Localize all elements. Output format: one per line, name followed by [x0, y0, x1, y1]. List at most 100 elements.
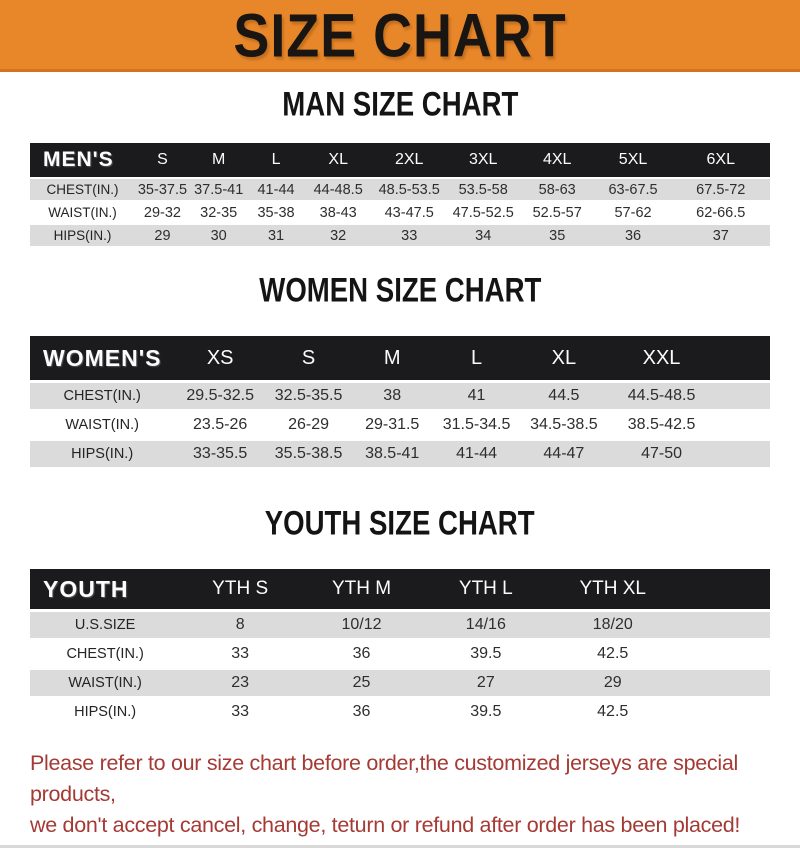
- size-value: 37.5-41: [189, 179, 248, 200]
- size-value: 33: [371, 225, 447, 246]
- men-section-heading: MAN SIZE CHART: [0, 85, 800, 128]
- size-value: 29: [548, 670, 677, 696]
- size-value: 44.5: [519, 383, 608, 409]
- size-column-header: 3XL: [446, 143, 520, 177]
- size-value: 42.5: [548, 699, 677, 725]
- size-value: 26-29: [266, 412, 352, 438]
- section-women: WOMEN SIZE CHART WOMEN'S XS S M L XL XXL CHEST(…: [0, 271, 800, 470]
- size-column-header: S: [135, 143, 190, 177]
- size-header-row: MEN'S S M L XL 2XL 3XL 4XL 5XL 6XL: [30, 143, 770, 177]
- row-spacer-cell: [676, 670, 770, 696]
- size-value: 41-44: [433, 441, 520, 467]
- measurement-row: WAIST(IN.) 29-32 32-35 35-38 38-43 43-47.5 47.…: [30, 202, 770, 223]
- size-value: 25: [300, 670, 423, 696]
- measurement-row: CHEST(IN.) 29.5-32.5 32.5-35.5 38 41 44.5 44.5…: [30, 383, 770, 409]
- size-value: 53.5-58: [446, 179, 520, 200]
- size-value: 33: [180, 699, 301, 725]
- size-column-header: L: [433, 336, 520, 380]
- size-value: 27: [422, 670, 549, 696]
- table-corner-label: WOMEN'S: [30, 336, 175, 380]
- men-heading-text: MAN SIZE CHART: [281, 85, 519, 124]
- size-value: 39.5: [422, 699, 549, 725]
- size-value: 29: [135, 225, 190, 246]
- size-column-header: XL: [304, 143, 372, 177]
- banner-title: SIZE CHART: [233, 0, 567, 70]
- size-chart-banner: SIZE CHART: [0, 0, 800, 72]
- size-column-header: M: [351, 336, 434, 380]
- size-value: 57-62: [594, 202, 672, 223]
- size-value: 38-43: [304, 202, 372, 223]
- measurement-row: HIPS(IN.) 33 36 39.5 42.5: [30, 699, 770, 725]
- row-spacer-cell: [676, 641, 770, 667]
- measure-label: CHEST(IN.): [30, 179, 136, 200]
- measurement-row: HIPS(IN.) 29 30 31 32 33 34 35 36 37: [30, 225, 770, 246]
- size-column-header: 2XL: [371, 143, 447, 177]
- table-youth: YOUTH YTH S YTH M YTH L YTH XL U.S.SIZE 8 10/12…: [30, 566, 770, 728]
- row-spacer-cell: [676, 612, 770, 638]
- size-value: 14/16: [422, 612, 549, 638]
- size-value: 23.5-26: [174, 412, 267, 438]
- women-heading-text: WOMEN SIZE CHART: [258, 271, 542, 310]
- size-value: 34.5-38.5: [519, 412, 608, 438]
- size-value: 8: [180, 612, 301, 638]
- row-spacer-cell: [676, 699, 770, 725]
- size-value: 18/20: [548, 612, 677, 638]
- row-spacer-cell: [715, 383, 770, 409]
- women-section-heading: WOMEN SIZE CHART: [0, 271, 800, 314]
- size-value: 31: [247, 225, 305, 246]
- youth-section-heading: YOUTH SIZE CHART: [0, 504, 800, 547]
- table-corner-label: YOUTH: [30, 569, 181, 609]
- size-value: 32: [304, 225, 372, 246]
- size-column-header: 6XL: [671, 143, 770, 177]
- measure-label: WAIST(IN.): [30, 670, 181, 696]
- size-column-header: 4XL: [519, 143, 595, 177]
- section-youth: YOUTH SIZE CHART YOUTH YTH S YTH M YTH L YTH…: [0, 504, 800, 728]
- measure-label: U.S.SIZE: [30, 612, 181, 638]
- size-column-header: YTH L: [422, 569, 549, 609]
- size-value: 37: [671, 225, 770, 246]
- header-spacer-cell: [715, 336, 770, 380]
- size-value: 33: [180, 641, 301, 667]
- youth-heading-text: YOUTH SIZE CHART: [265, 504, 535, 543]
- size-value: 38.5-42.5: [607, 412, 716, 438]
- size-value: 31.5-34.5: [433, 412, 520, 438]
- size-value: 29-32: [135, 202, 190, 223]
- size-value: 35: [519, 225, 595, 246]
- size-value: 39.5: [422, 641, 549, 667]
- size-value: 10/12: [300, 612, 423, 638]
- table-corner-label: MEN'S: [30, 143, 136, 177]
- measure-label: HIPS(IN.): [30, 225, 136, 246]
- size-column-header: L: [247, 143, 305, 177]
- size-value: 29.5-32.5: [174, 383, 267, 409]
- size-value: 32.5-35.5: [266, 383, 352, 409]
- measurement-row: CHEST(IN.) 33 36 39.5 42.5: [30, 641, 770, 667]
- disclaimer-text: Please refer to our size chart before or…: [0, 748, 800, 841]
- size-value: 44-48.5: [304, 179, 372, 200]
- size-header-row: YOUTH YTH S YTH M YTH L YTH XL: [30, 569, 770, 609]
- measure-label: WAIST(IN.): [30, 202, 136, 223]
- size-value: 34: [446, 225, 520, 246]
- size-value: 36: [300, 699, 423, 725]
- size-column-header: YTH M: [300, 569, 423, 609]
- size-value: 63-67.5: [594, 179, 672, 200]
- size-value: 47.5-52.5: [446, 202, 520, 223]
- measure-label: HIPS(IN.): [30, 441, 175, 467]
- size-column-header: YTH XL: [548, 569, 677, 609]
- size-value: 43-47.5: [371, 202, 447, 223]
- size-column-header: XS: [174, 336, 267, 380]
- measure-label: HIPS(IN.): [30, 699, 181, 725]
- size-value: 58-63: [519, 179, 595, 200]
- measurement-row: WAIST(IN.) 23 25 27 29: [30, 670, 770, 696]
- size-value: 23: [180, 670, 301, 696]
- size-value: 30: [189, 225, 248, 246]
- size-value: 33-35.5: [174, 441, 267, 467]
- size-value: 52.5-57: [519, 202, 595, 223]
- size-column-header: S: [266, 336, 352, 380]
- size-value: 44.5-48.5: [607, 383, 716, 409]
- size-value: 36: [594, 225, 672, 246]
- header-spacer-cell: [676, 569, 770, 609]
- size-column-header: XXL: [607, 336, 716, 380]
- table-men: MEN'S S M L XL 2XL 3XL 4XL 5XL 6XL CHEST(IN.) 35-37…: [30, 141, 770, 248]
- size-column-header: M: [189, 143, 248, 177]
- table-women: WOMEN'S XS S M L XL XXL CHEST(IN.) 29.5-32.5 32.5…: [30, 333, 770, 470]
